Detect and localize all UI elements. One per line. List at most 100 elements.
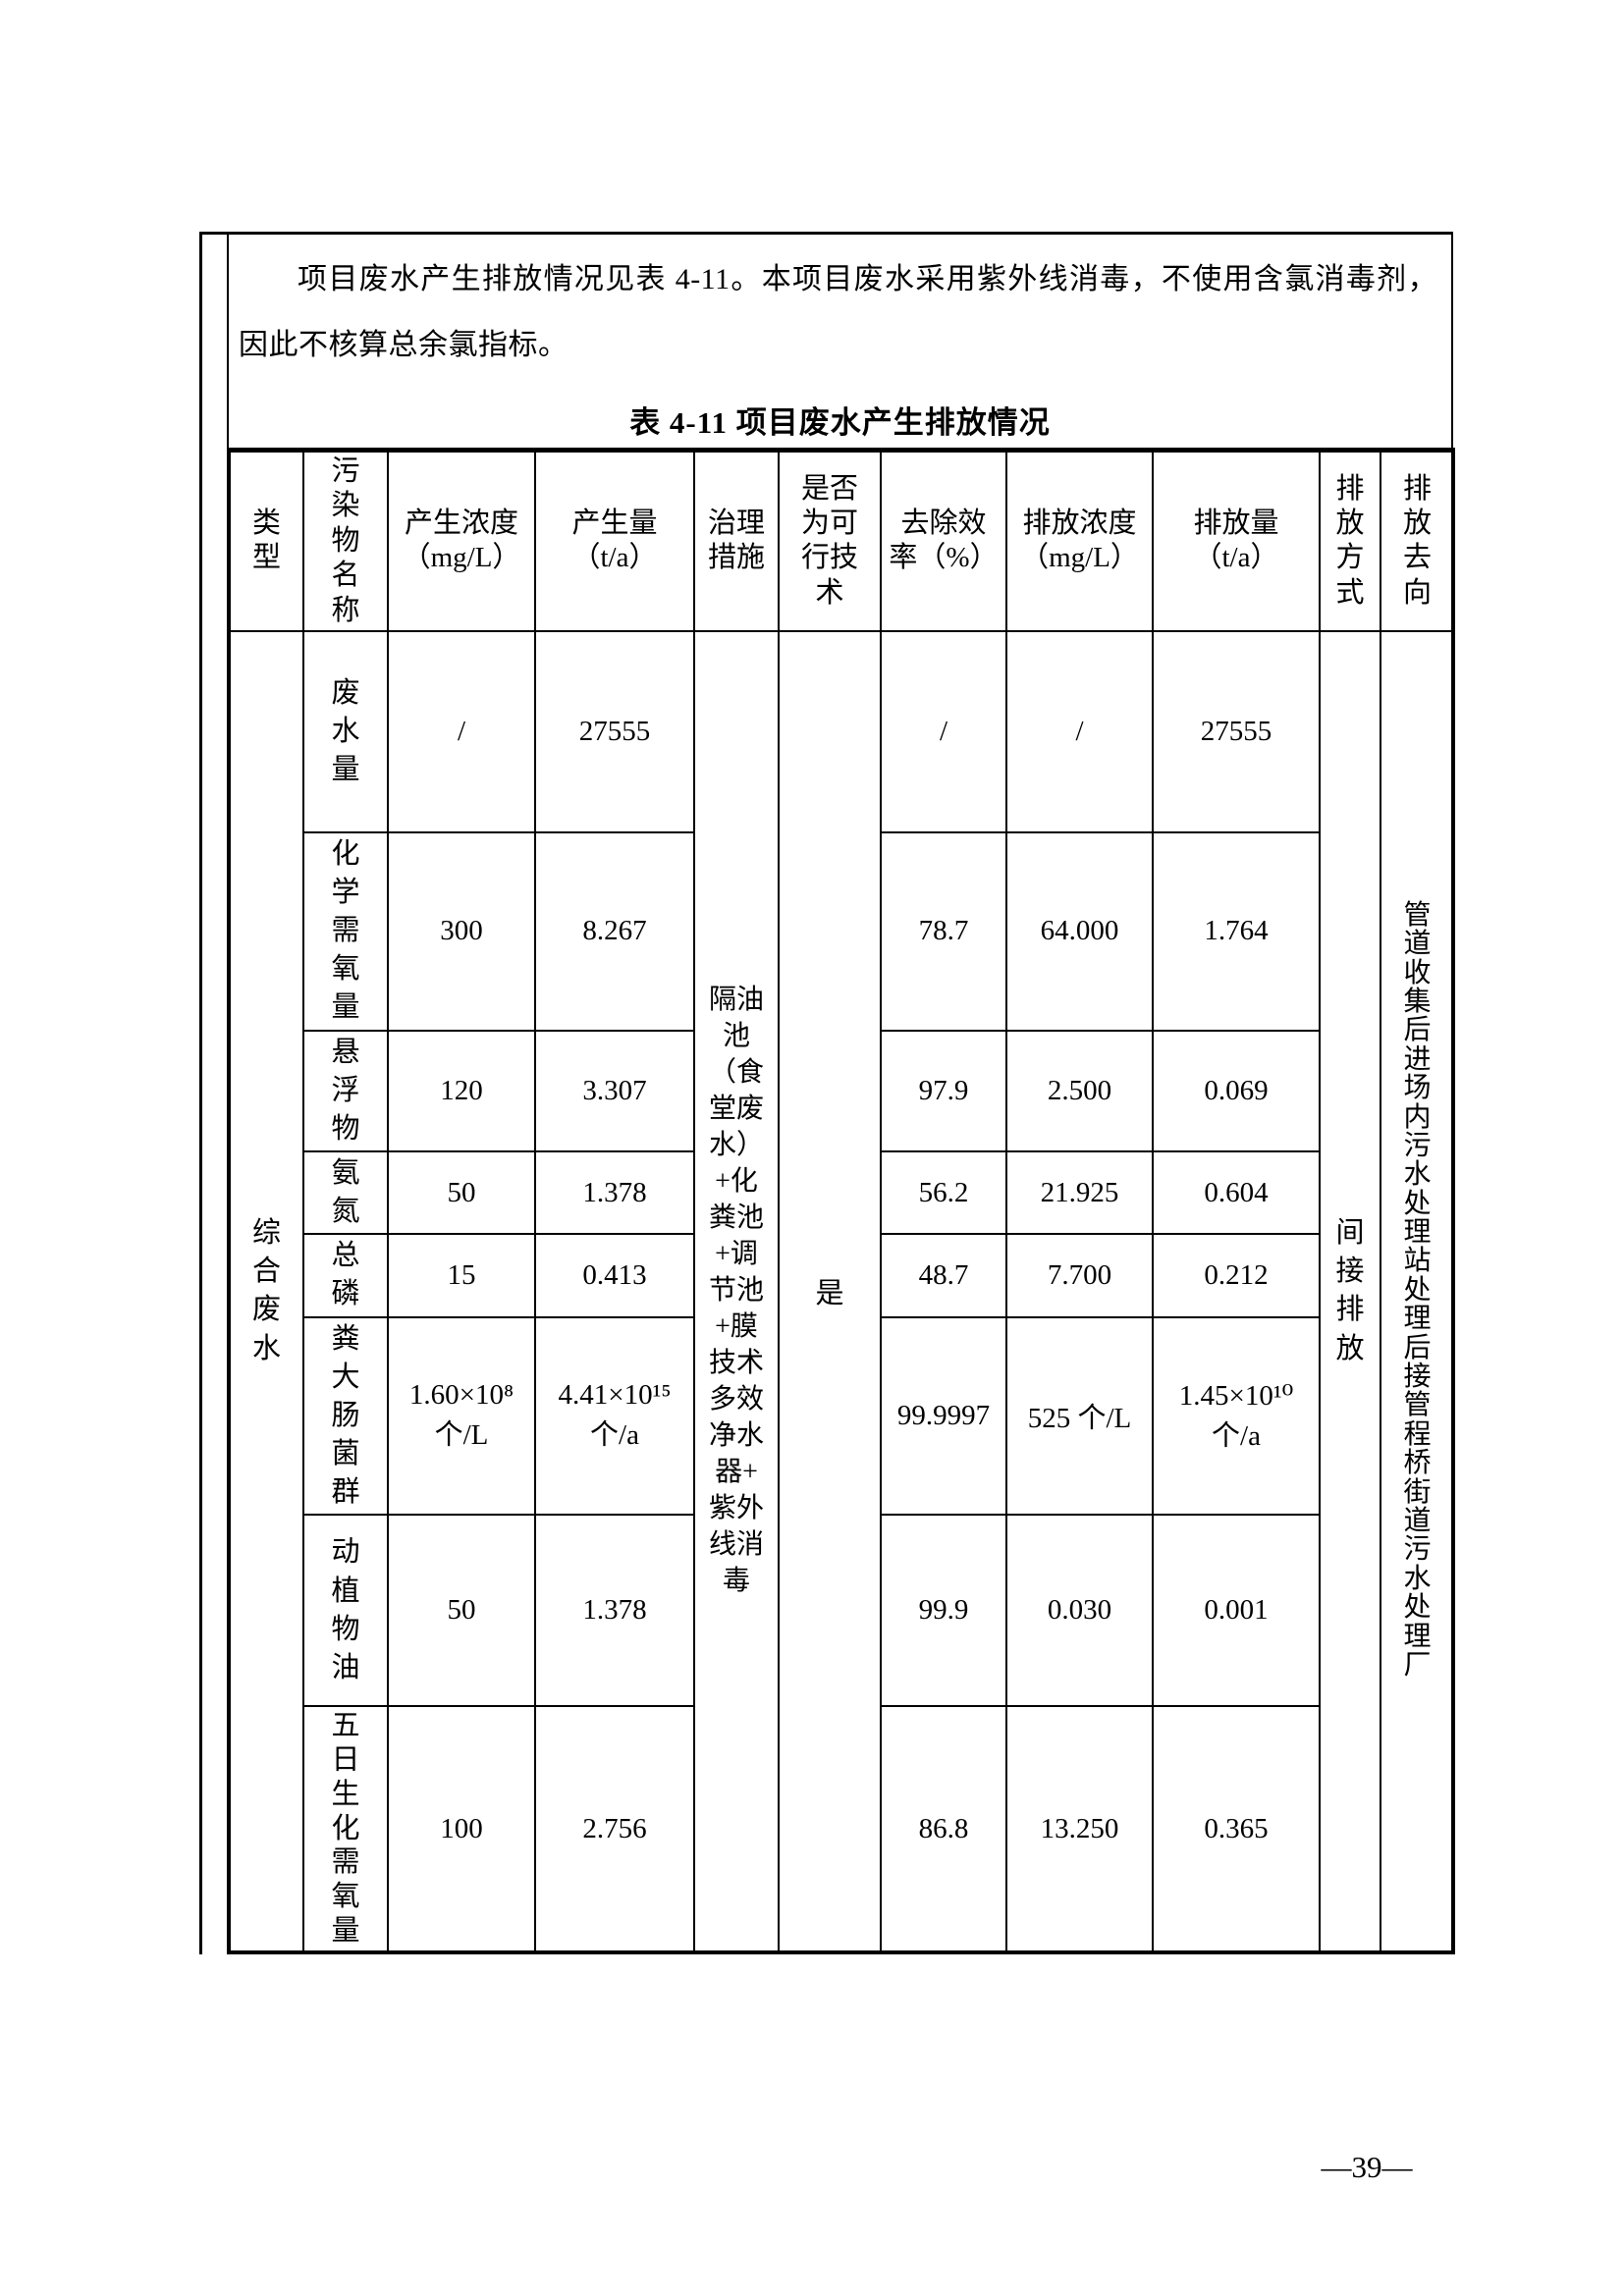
- cell-gen-conc: 100: [387, 1705, 536, 1953]
- pollutant-label: 废 水 量: [331, 676, 360, 785]
- cell-gen-conc: 120: [387, 1029, 536, 1153]
- intro-paragraph: 项目废水产生排放情况见表 4-11。本项目废水采用紫外线消毒，不使用含氯消毒剂，…: [239, 263, 1437, 361]
- cell-gen-conc: 300: [387, 830, 536, 1032]
- header-emis-amount-label: 排放量 （t/a）: [1193, 507, 1279, 574]
- cell-feasible-technology: 是: [778, 629, 882, 1953]
- cell-gen-conc: 1.60×10⁸ 个/L: [387, 1315, 536, 1517]
- cell-removal: /: [880, 629, 1007, 833]
- header-row: 类 型 污 染 物 名 称 产生浓度 （mg/L） 产生量 （t/a） 治理 措…: [229, 449, 1455, 632]
- table-row: 动 植 物 油 50 1.378 99.9 0.030 0.001: [230, 1514, 1454, 1708]
- cell-emis-conc: 64.000: [1005, 830, 1154, 1032]
- header-type: 类 型: [229, 449, 304, 632]
- cell-gen-conc: 50: [387, 1149, 536, 1236]
- cell-emis-conc: 0.030: [1005, 1514, 1154, 1708]
- emission-destination-text: 管 道 收 集 后 进 场 内 污 水 处 理 站 处 理 后 接 管 程 桥 …: [1403, 899, 1432, 1681]
- header-removal-label: 去除效 率（%）: [889, 507, 999, 574]
- cell-gen-amount: 1.378: [534, 1149, 695, 1236]
- header-pollutant-label: 污 染 物 名 称: [331, 455, 360, 626]
- cell-emis-amount: 0.001: [1152, 1514, 1321, 1708]
- header-removal-efficiency: 去除效 率（%）: [880, 449, 1007, 632]
- page-number: —39—: [1321, 2150, 1413, 2184]
- header-emis-conc-label: 排放浓度 （mg/L）: [1020, 507, 1139, 574]
- cell-treatment-measures: 隔油 池 （食 堂废 水） +化 粪池 +调 节池 +膜 技术 多效 净水 器+…: [693, 629, 780, 1953]
- cell-emis-amount: 0.069: [1152, 1029, 1321, 1153]
- cell-gen-amount: 3.307: [534, 1029, 695, 1153]
- content-frame: 项目废水产生排放情况见表 4-11。本项目废水采用紫外线消毒，不使用含氯消毒剂，…: [199, 232, 1455, 1954]
- cell-removal: 48.7: [880, 1233, 1007, 1318]
- left-gutter: [202, 235, 229, 1954]
- cell-pollutant: 化 学 需 氧 量: [302, 830, 389, 1032]
- pollutant-label: 五 日 生 化 需 氧 量: [331, 1710, 360, 1948]
- table-row: 氨 氮 50 1.378 56.2 21.925 0.604: [230, 1149, 1454, 1236]
- cell-removal: 78.7: [880, 830, 1007, 1032]
- cell-emis-conc: 2.500: [1005, 1029, 1154, 1153]
- pollutant-label: 粪 大 肠 菌 群: [331, 1322, 360, 1509]
- header-emission-amount: 排放量 （t/a）: [1152, 449, 1321, 632]
- cell-pollutant: 废 水 量: [302, 629, 389, 833]
- cell-pollutant: 氨 氮: [302, 1149, 389, 1236]
- wastewater-table: 类 型 污 染 物 名 称 产生浓度 （mg/L） 产生量 （t/a） 治理 措…: [229, 448, 1455, 1954]
- cell-pollutant: 五 日 生 化 需 氧 量: [302, 1705, 389, 1953]
- cell-emission-mode: 间 接 排 放: [1319, 629, 1381, 1953]
- table-row: 五 日 生 化 需 氧 量 100 2.756 86.8 13.250 0.36…: [230, 1705, 1454, 1953]
- cell-emis-amount: 27555: [1152, 629, 1321, 833]
- emission-mode-text: 间 接 排 放: [1335, 1217, 1365, 1364]
- cell-gen-conc: 15: [387, 1233, 536, 1318]
- cell-pollutant: 粪 大 肠 菌 群: [302, 1315, 389, 1517]
- cell-removal: 97.9: [880, 1029, 1007, 1153]
- frame-content: 项目废水产生排放情况见表 4-11。本项目废水采用紫外线消毒，不使用含氯消毒剂，…: [229, 235, 1455, 1954]
- header-feasible-technology: 是否 为可 行技 术: [778, 449, 882, 632]
- table-row: 悬 浮 物 120 3.307 97.9 2.500 0.069: [230, 1029, 1454, 1153]
- treatment-text: 隔油 池 （食 堂废 水） +化 粪池 +调 节池 +膜 技术 多效 净水 器+…: [708, 985, 764, 1596]
- pollutant-label: 总 磷: [331, 1240, 360, 1310]
- cell-gen-amount: 27555: [534, 629, 695, 833]
- cell-gen-conc: /: [387, 629, 536, 833]
- header-type-label: 类 型: [251, 507, 281, 574]
- cell-removal: 99.9: [880, 1514, 1007, 1708]
- table-row: 化 学 需 氧 量 300 8.267 78.7 64.000 1.764: [230, 830, 1454, 1032]
- cell-gen-amount: 8.267: [534, 830, 695, 1032]
- table-row: 粪 大 肠 菌 群 1.60×10⁸ 个/L 4.41×10¹⁵ 个/a 99.…: [230, 1315, 1454, 1517]
- cell-emis-conc: 7.700: [1005, 1233, 1154, 1318]
- table-row: 总 磷 15 0.413 48.7 7.700 0.212: [230, 1233, 1454, 1318]
- cell-gen-amount: 0.413: [534, 1233, 695, 1318]
- cell-emis-amount: 0.212: [1152, 1233, 1321, 1318]
- cell-gen-conc: 50: [387, 1514, 536, 1708]
- table-row: 综 合 废 水 废 水 量 / 27555 隔油 池 （食 堂废 水） +化 粪…: [229, 629, 1455, 1953]
- cell-gen-amount: 1.378: [534, 1514, 695, 1708]
- pollutant-label: 化 学 需 氧 量: [331, 837, 360, 1024]
- cell-emis-conc: 525 个/L: [1005, 1315, 1154, 1517]
- cell-gen-amount: 4.41×10¹⁵ 个/a: [534, 1315, 695, 1517]
- header-gen-conc-label: 产生浓度 （mg/L）: [402, 507, 521, 574]
- pollutant-label: 动 植 物 油: [331, 1536, 360, 1683]
- header-emission-destination: 排 放 去 向: [1380, 449, 1455, 632]
- waste-type-label: 综 合 废 水: [251, 1217, 281, 1364]
- pollutant-label: 氨 氮: [331, 1157, 360, 1228]
- header-mode-label: 排 放 方 式: [1335, 472, 1365, 609]
- cell-waste-type: 综 合 废 水: [229, 629, 304, 1953]
- header-pollutant-name: 污 染 物 名 称: [302, 449, 389, 632]
- cell-removal: 56.2: [880, 1149, 1007, 1236]
- cell-pollutant: 悬 浮 物: [302, 1029, 389, 1153]
- cell-pollutant: 动 植 物 油: [302, 1514, 389, 1708]
- table-title: 表 4-11 项目废水产生排放情况: [629, 405, 1051, 440]
- header-treatment-label: 治理 措施: [707, 507, 765, 574]
- header-generation-concentration: 产生浓度 （mg/L）: [387, 449, 536, 632]
- header-generation-amount: 产生量 （t/a）: [534, 449, 695, 632]
- cell-emis-amount: 0.365: [1152, 1705, 1321, 1953]
- cell-gen-amount: 2.756: [534, 1705, 695, 1953]
- cell-removal: 99.9997: [880, 1315, 1007, 1517]
- pollutant-label: 悬 浮 物: [331, 1036, 360, 1145]
- header-emission-concentration: 排放浓度 （mg/L）: [1005, 449, 1154, 632]
- header-destination-label: 排 放 去 向: [1402, 472, 1432, 609]
- cell-emis-amount: 1.45×10¹⁰ 个/a: [1152, 1315, 1321, 1517]
- header-feasible-label: 是否 为可 行技 术: [800, 472, 858, 609]
- cell-emis-amount: 0.604: [1152, 1149, 1321, 1236]
- header-emission-mode: 排 放 方 式: [1319, 449, 1381, 632]
- header-treatment-measures: 治理 措施: [693, 449, 780, 632]
- cell-emission-destination: 管 道 收 集 后 进 场 内 污 水 处 理 站 处 理 后 接 管 程 桥 …: [1380, 629, 1455, 1953]
- cell-emis-conc: /: [1005, 629, 1154, 833]
- cell-emis-conc: 13.250: [1005, 1705, 1154, 1953]
- header-gen-amount-label: 产生量 （t/a）: [571, 507, 658, 574]
